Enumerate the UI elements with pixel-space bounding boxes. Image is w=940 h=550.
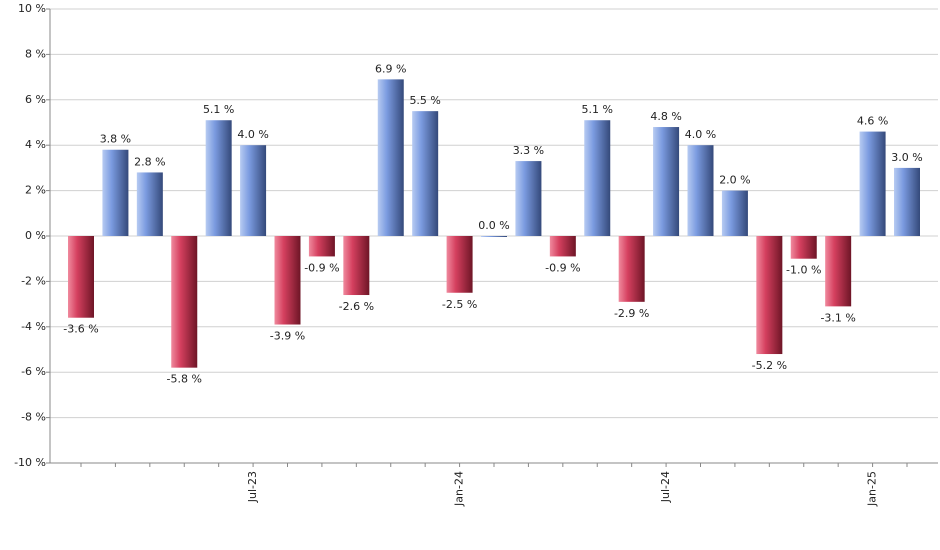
y-tick-label: -4 % — [21, 320, 46, 333]
y-tick-label: 0 % — [25, 229, 46, 242]
value-label: 4.0 % — [237, 128, 268, 141]
bar — [859, 131, 886, 236]
y-tick-label: 2 % — [25, 184, 46, 197]
bar — [894, 167, 920, 236]
bar — [653, 127, 680, 236]
value-label: -5.2 % — [752, 359, 787, 372]
bar — [515, 161, 542, 236]
value-label: -2.5 % — [442, 298, 477, 311]
value-label: -3.6 % — [63, 323, 98, 336]
bar — [481, 236, 507, 237]
y-tick-label: 10 % — [18, 2, 46, 15]
bar — [756, 236, 783, 355]
bar — [308, 236, 335, 257]
value-label: 5.5 % — [409, 94, 440, 107]
value-label: -0.9 % — [545, 261, 580, 274]
y-tick-label: 6 % — [25, 93, 46, 106]
bar — [377, 79, 404, 237]
value-label: -3.1 % — [820, 311, 855, 324]
value-label: 4.0 % — [685, 128, 716, 141]
x-tick-label: Jul-24 — [659, 471, 672, 503]
value-label: -1.0 % — [786, 264, 821, 277]
value-label: -2.6 % — [339, 300, 374, 313]
bar — [687, 145, 714, 236]
value-label: 3.8 % — [100, 133, 131, 146]
bar — [825, 236, 852, 307]
bar — [584, 120, 611, 236]
y-tick-label: -10 % — [14, 456, 46, 469]
bar — [618, 236, 645, 302]
bar — [274, 236, 301, 325]
bar — [790, 236, 817, 259]
bar — [343, 236, 370, 296]
value-label: 5.1 % — [582, 103, 613, 116]
bar — [721, 190, 748, 236]
value-label: 3.3 % — [513, 144, 544, 157]
bar — [412, 111, 439, 236]
value-label: 6.9 % — [375, 62, 406, 75]
bar — [205, 120, 232, 236]
value-label: 0.0 % — [478, 219, 509, 232]
y-tick-label: 8 % — [25, 47, 46, 60]
x-tick-label: Jan-25 — [866, 471, 879, 507]
y-tick-label: -2 % — [21, 274, 46, 287]
value-label: 2.8 % — [134, 155, 165, 168]
value-label: -3.9 % — [270, 330, 305, 343]
y-tick-label: 4 % — [25, 138, 46, 151]
x-tick-label: Jul-23 — [246, 471, 259, 503]
value-label: 3.0 % — [891, 151, 922, 164]
x-tick-label: Jan-24 — [453, 471, 466, 507]
value-label: -5.8 % — [167, 373, 202, 386]
bar — [102, 149, 129, 236]
value-label: 2.0 % — [719, 174, 750, 187]
y-tick-label: -8 % — [21, 411, 46, 424]
bar — [549, 236, 576, 257]
bar — [68, 236, 94, 318]
bar — [136, 172, 163, 236]
plot: -10 % -8 % -6 % -4 % -2 % 0 % 2 % 4 % 6 % 8 % 10 %… — [14, 2, 938, 507]
bar — [171, 236, 198, 368]
value-label: 4.8 % — [650, 110, 681, 123]
value-label: -2.9 % — [614, 307, 649, 320]
value-label: 5.1 % — [203, 103, 234, 116]
bar — [240, 145, 267, 236]
bar — [446, 236, 473, 293]
value-label: 4.6 % — [857, 115, 888, 128]
y-tick-label: -6 % — [21, 365, 46, 378]
value-label: -0.9 % — [304, 261, 339, 274]
